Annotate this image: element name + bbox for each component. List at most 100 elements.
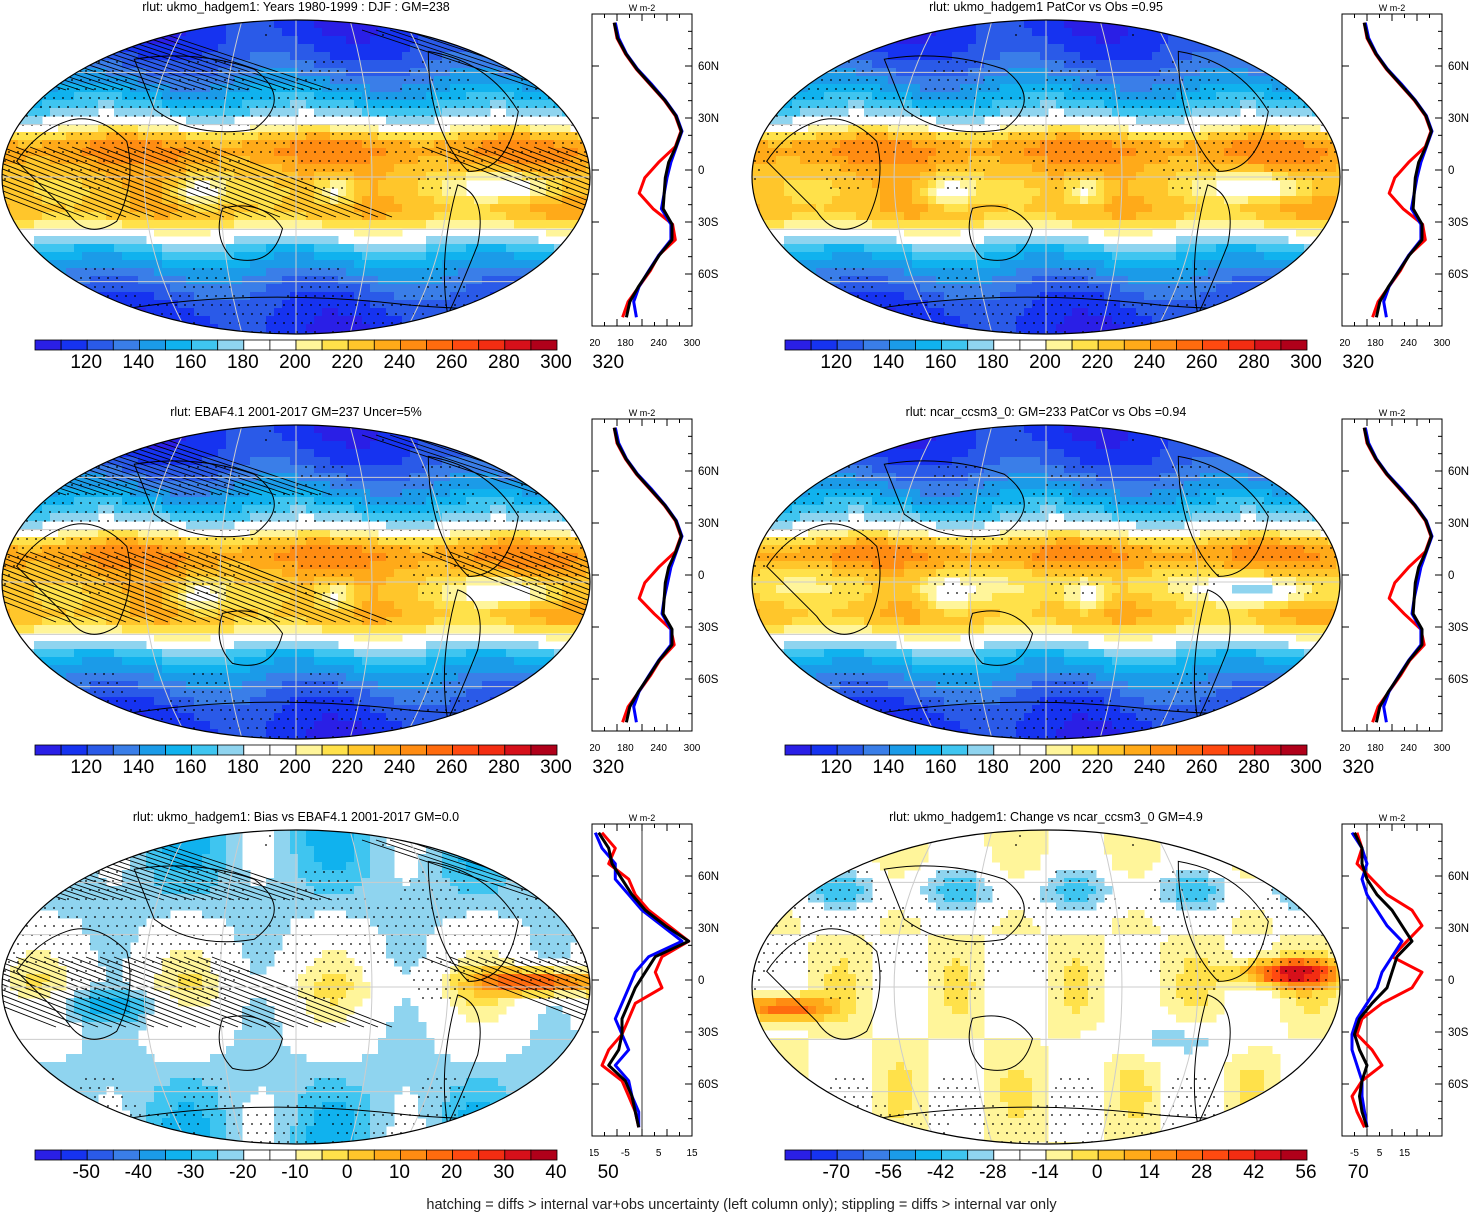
lat-tick-label: 60S [698,269,719,281]
lat-tick-label: 0 [1448,975,1454,987]
colorbar-tick-label: 30 [493,1162,514,1184]
profile-x-tick-label: 240 [650,338,667,349]
lat-tick-label: 30N [1448,518,1469,530]
colorbar [784,339,1308,351]
unit-label: W m-2 [1379,813,1406,823]
colorbar-tick-label: -40 [125,1162,152,1184]
colorbar-tick-label: 200 [1029,352,1061,374]
profile-series-line [600,831,691,1128]
colorbar-tick-label: 0 [342,1162,353,1184]
profile-x-tick-label: 5 [656,1148,662,1159]
colorbar-tick-label: 14 [1139,1162,1160,1184]
unit-label: W m-2 [629,813,656,823]
lat-tick-label: 0 [698,165,704,177]
lat-tick-label: 30S [698,217,719,229]
colorbar-tick-label: 240 [384,352,416,374]
colorbar-tick-label: 160 [925,352,957,374]
profile-x-tick-label: 15 [1399,1148,1411,1159]
colorbar [34,1149,558,1161]
profile-x-tick-label: 180 [1367,338,1384,349]
colorbar-tick-label: 120 [70,757,102,779]
profile-x-tick-label: 120 [590,743,601,754]
lat-tick-label: 30N [698,518,719,530]
profile-x-tick-label: 300 [684,338,701,349]
robinson-map [751,829,1341,1145]
colorbar-tick-label: 280 [488,352,520,374]
colorbar-tick-label: 320 [1342,757,1374,779]
zonal-mean-profile: W m-2 60N 30N 0 30S 60S 120 180 240 300 [590,408,719,754]
footer-note: hatching = diffs > internal var+obs unce… [0,1197,1483,1213]
colorbar-tick-label: 220 [331,757,363,779]
colorbar-tick-label: 220 [1081,757,1113,779]
lat-tick-label: 30S [698,1027,719,1039]
colorbar [34,339,558,351]
profile-x-tick-label: 240 [1400,338,1417,349]
colorbar-tick-label: 220 [1081,352,1113,374]
lat-tick-label: 30S [698,622,719,634]
colorbar-tick-label: 320 [592,352,624,374]
lat-tick-label: 60S [1448,269,1469,281]
colorbar [784,1149,1308,1161]
colorbar-tick-label: 240 [1134,352,1166,374]
profile-x-tick-label: 5 [1377,1148,1383,1159]
colorbar-tick-label: 50 [598,1162,619,1184]
colorbar-tick-label: 120 [820,352,852,374]
colorbar-tick-label: 260 [1186,352,1218,374]
colorbar-tick-label: 260 [436,352,468,374]
colorbar-tick-label: 260 [436,757,468,779]
colorbar-tick-label: -56 [875,1162,902,1184]
profile-x-tick-label: 300 [1434,743,1451,754]
lat-tick-label: 30S [1448,622,1469,634]
zonal-mean-profile: W m-2 60N 30N 0 30S 60S -15 -5 5 15 [590,813,719,1159]
profile-series-line [1353,832,1414,1128]
colorbar-tick-label: 300 [540,352,572,374]
colorbar-tick-label: -70 [822,1162,849,1184]
panel-title: rlut: ncar_ccsm3_0: GM=233 PatCor vs Obs… [750,405,1342,419]
profile-x-tick-label: 300 [684,743,701,754]
profile-x-tick-label: -5 [621,1148,630,1159]
profile-x-tick-label: 180 [1367,743,1384,754]
profile-x-tick-label: 120 [1340,338,1351,349]
lat-tick-label: 30N [1448,113,1469,125]
unit-label: W m-2 [629,408,656,418]
profile-x-tick-label: 120 [1340,743,1351,754]
map-panel: rlut: ukmo_hadgem1: Change vs ncar_ccsm3… [750,810,1483,1210]
profile-x-tick-label: 240 [650,743,667,754]
colorbar-tick-label: 240 [1134,757,1166,779]
unit-label: W m-2 [1379,3,1406,13]
lat-tick-label: 60N [1448,61,1469,73]
lat-tick-label: 60N [1448,871,1469,883]
lat-tick-label: 0 [1448,165,1454,177]
profile-x-tick-label: 120 [590,338,601,349]
profile-series-line [597,831,691,1128]
panel-title: rlut: ukmo_hadgem1: Bias vs EBAF4.1 2001… [0,810,592,824]
colorbar-tick-label: -30 [177,1162,204,1184]
robinson-map [751,424,1341,740]
profile-x-tick-label: -15 [590,1148,600,1159]
colorbar-tick-label: 140 [123,352,155,374]
zonal-mean-profile: W m-2 60N 30N 0 30S 60S -5 5 15 [1341,813,1469,1159]
lat-tick-label: 30N [1448,923,1469,935]
colorbar-tick-label: 120 [820,757,852,779]
map-panel: rlut: ncar_ccsm3_0: GM=233 PatCor vs Obs… [750,405,1483,805]
profile-series-line [612,427,683,723]
colorbar-tick-label: 180 [227,352,259,374]
colorbar-tick-label: 300 [540,757,572,779]
colorbar-tick-label: 280 [488,757,520,779]
robinson-map [751,19,1341,335]
colorbar-tick-label: 180 [977,757,1009,779]
unit-label: W m-2 [1379,408,1406,418]
lat-tick-label: 60N [698,61,719,73]
colorbar-tick-label: 300 [1290,757,1322,779]
colorbar-tick-label: 10 [389,1162,410,1184]
profile-x-tick-label: 300 [1434,338,1451,349]
colorbar-tick-label: 240 [384,757,416,779]
profile-series-line [593,832,684,1128]
colorbar-tick-label: -20 [229,1162,256,1184]
panel-title: rlut: ukmo_hadgem1 PatCor vs Obs =0.95 [750,0,1342,14]
colorbar-tick-label: 160 [925,757,957,779]
panel-title: rlut: EBAF4.1 2001-2017 GM=237 Uncer=5% [0,405,592,419]
colorbar-tick-label: 42 [1243,1162,1264,1184]
colorbar-tick-label: 300 [1290,352,1322,374]
colorbar-tick-label: 70 [1348,1162,1369,1184]
